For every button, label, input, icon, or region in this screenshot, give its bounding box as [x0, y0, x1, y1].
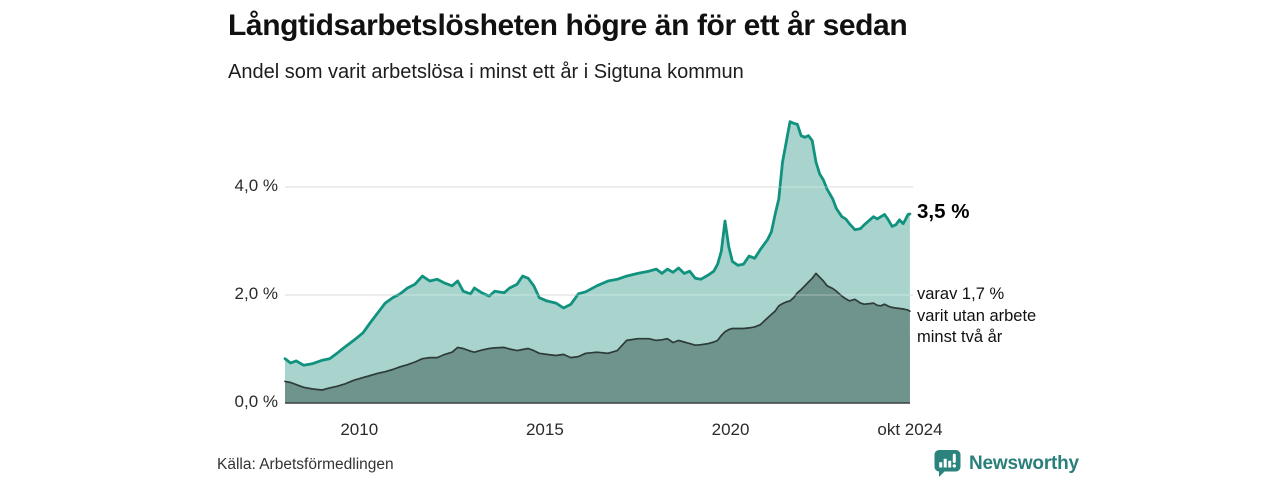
y-axis-tick-label: 4,0 %	[234, 176, 278, 195]
two-year-area-fill	[285, 273, 910, 403]
series-end-label-two-years: varav 1,7 % varit utan arbete minst två …	[917, 284, 1036, 349]
x-axis-tick-label: okt 2024	[877, 420, 943, 439]
page-title: Långtidsarbetslösheten högre än för ett …	[228, 9, 908, 42]
x-axis-tick-label: 2010	[340, 420, 379, 439]
x-axis-tick-label: 2020	[711, 420, 750, 439]
y-axis-tick-label: 2,0 %	[234, 284, 278, 303]
total-line	[283, 120, 912, 367]
annotation-line: varit utan arbete	[917, 306, 1037, 325]
chart-subtitle: Andel som varit arbetslösa i minst ett å…	[228, 61, 744, 83]
two-year-line	[284, 272, 911, 391]
y-axis-tick-label: 0,0 %	[234, 392, 278, 411]
source-note: Källa: Arbetsförmedlingen	[217, 456, 394, 473]
x-axis-tick-label: 2015	[525, 420, 564, 439]
newsworthy-icon	[934, 450, 961, 477]
newsworthy-logo: Newsworthy	[933, 449, 1079, 478]
annotation-line: minst två år	[917, 328, 1003, 347]
annotation-line: varav 1,7 %	[917, 285, 1005, 304]
series-end-label-total: 3,5 %	[917, 200, 970, 223]
newsworthy-wordmark: Newsworthy	[969, 452, 1079, 474]
